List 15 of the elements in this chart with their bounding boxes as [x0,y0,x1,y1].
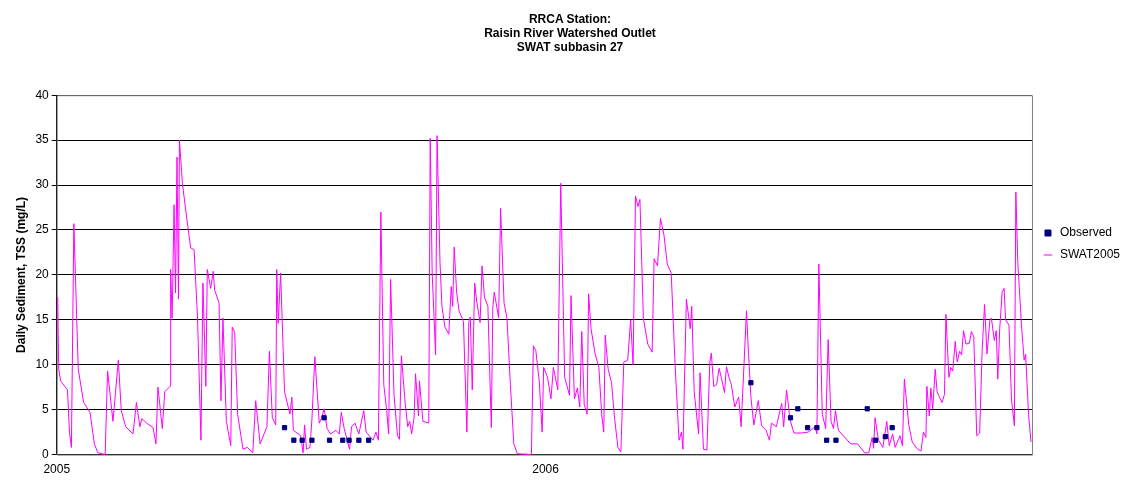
y-tick-label: 5 [42,401,50,416]
y-tick-label: 40 [35,87,50,102]
x-tick-label: 2005 [43,462,71,477]
y-axis-title: Daily Sediment, TSS (mg/L) [13,196,28,353]
y-tick-label: 20 [35,267,50,282]
y-tick-label: 10 [35,357,50,372]
legend-label: SWAT2005 [1059,247,1121,262]
legend-label: Observed [1059,225,1113,240]
y-tick-label: 25 [35,222,50,237]
chart-title: RRCA Station: Raisin River Watershed Outlet SWAT subbasin 27 [484,11,656,55]
y-tick-label: 30 [35,177,50,192]
y-tick-label: 15 [35,312,50,327]
x-tick-label: 2006 [532,462,560,477]
y-tick-label: 35 [35,132,50,147]
y-tick-label: 0 [42,446,50,461]
